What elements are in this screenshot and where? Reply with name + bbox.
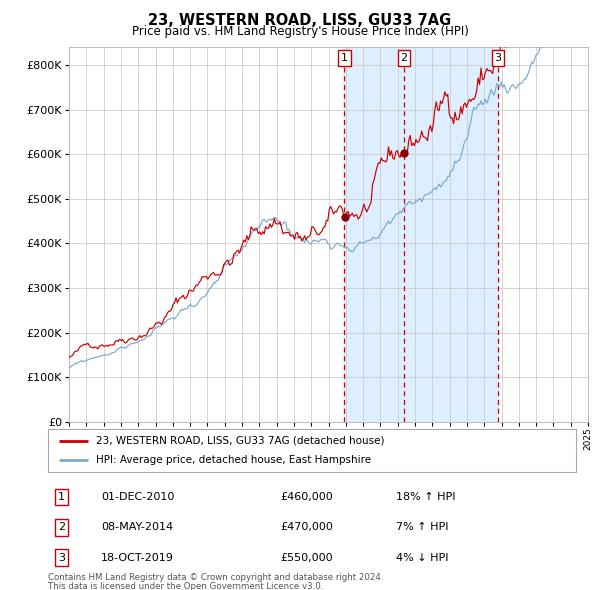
Text: 01-DEC-2010: 01-DEC-2010 bbox=[101, 493, 174, 502]
Text: £460,000: £460,000 bbox=[280, 493, 333, 502]
Text: £470,000: £470,000 bbox=[280, 523, 333, 532]
Text: 23, WESTERN ROAD, LISS, GU33 7AG: 23, WESTERN ROAD, LISS, GU33 7AG bbox=[148, 13, 452, 28]
Text: 23, WESTERN ROAD, LISS, GU33 7AG (detached house): 23, WESTERN ROAD, LISS, GU33 7AG (detach… bbox=[95, 435, 384, 445]
Text: 1: 1 bbox=[58, 493, 65, 502]
Text: 7% ↑ HPI: 7% ↑ HPI bbox=[397, 523, 449, 532]
Text: HPI: Average price, detached house, East Hampshire: HPI: Average price, detached house, East… bbox=[95, 455, 371, 466]
Text: 2: 2 bbox=[58, 523, 65, 532]
Text: 2: 2 bbox=[401, 53, 407, 63]
Text: 4% ↓ HPI: 4% ↓ HPI bbox=[397, 553, 449, 562]
Text: 18% ↑ HPI: 18% ↑ HPI bbox=[397, 493, 456, 502]
Text: Price paid vs. HM Land Registry's House Price Index (HPI): Price paid vs. HM Land Registry's House … bbox=[131, 25, 469, 38]
Text: £550,000: £550,000 bbox=[280, 553, 333, 562]
Text: 08-MAY-2014: 08-MAY-2014 bbox=[101, 523, 173, 532]
Text: This data is licensed under the Open Government Licence v3.0.: This data is licensed under the Open Gov… bbox=[48, 582, 323, 590]
Text: 3: 3 bbox=[494, 53, 502, 63]
Text: 3: 3 bbox=[58, 553, 65, 562]
Text: Contains HM Land Registry data © Crown copyright and database right 2024.: Contains HM Land Registry data © Crown c… bbox=[48, 573, 383, 582]
Text: 18-OCT-2019: 18-OCT-2019 bbox=[101, 553, 173, 562]
Text: 1: 1 bbox=[341, 53, 348, 63]
Bar bbox=[344, 47, 498, 422]
